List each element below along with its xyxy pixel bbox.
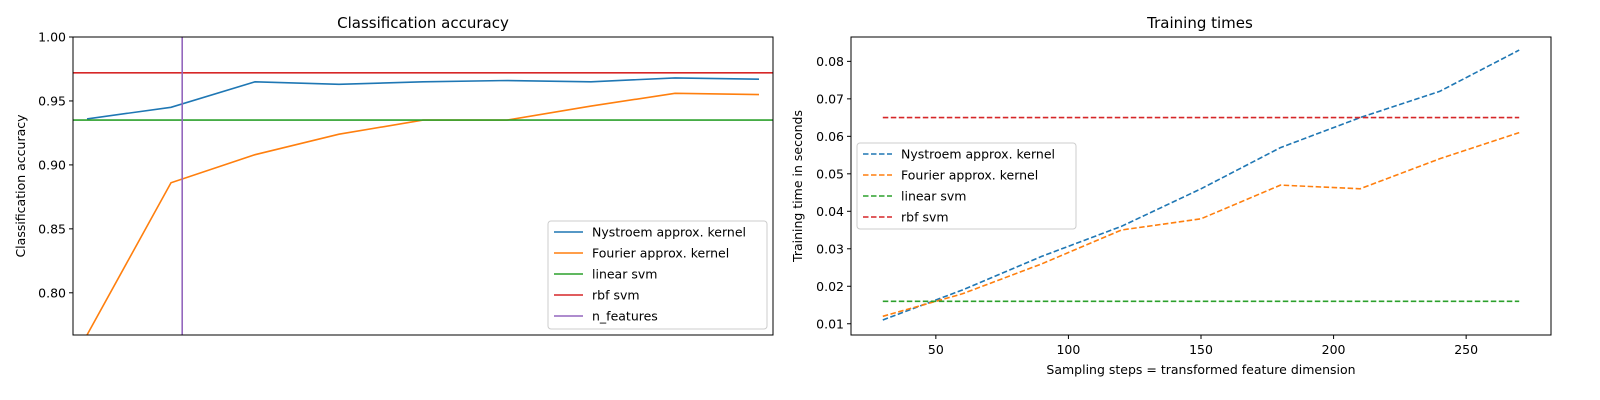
training-times-legend-box (856, 142, 1077, 230)
training-times-y-tick-label: 0.08 (816, 54, 844, 69)
training-times-x-tick-label: 150 (1189, 342, 1213, 357)
accuracy-chart-title: Classification accuracy (337, 14, 509, 32)
accuracy-legend-label: n_features (592, 309, 658, 324)
training-times-y-tick-label: 0.04 (816, 204, 844, 219)
training-times-y-tick-label: 0.03 (816, 241, 844, 256)
accuracy-plot-frame (72, 36, 774, 336)
training-times-y-tick-label: 0.02 (816, 279, 844, 294)
training-times-legend-label: linear svm (901, 189, 966, 204)
accuracy-legend-label: linear svm (592, 267, 657, 282)
accuracy-legend-label: Fourier approx. kernel (592, 246, 729, 261)
training-times-chart: Training times Training time in seconds … (790, 14, 1552, 377)
accuracy-y-tick-label: 0.90 (38, 157, 66, 172)
accuracy-legend-box (547, 220, 768, 330)
training-times-ticks: 0.01 0.02 0.03 0.04 0.05 0.06 0.07 0.08 50 100 150… (816, 54, 1478, 357)
training-times-x-tick-label: 50 (928, 342, 944, 357)
training-times-chart-title: Training times (1146, 14, 1253, 32)
accuracy-y-tick-label: 1.00 (38, 30, 66, 45)
accuracy-y-tick-label: 0.80 (38, 285, 66, 300)
accuracy-legend-label: Nystroem approx. kernel (592, 225, 746, 240)
accuracy-chart: Classification accuracy Classification a… (13, 14, 774, 336)
training-times-plot-lines (882, 49, 1520, 321)
training-times-y-tick-label: 0.06 (816, 129, 844, 144)
training-times-x-tick-label: 250 (1454, 342, 1478, 357)
accuracy-legend-label: rbf svm (592, 288, 640, 303)
training-times-series-nystroem-approx-kernel (882, 49, 1520, 321)
training-times-series-fourier-approx-kernel (882, 131, 1520, 318)
training-times-y-axis-label: Training time in seconds (790, 110, 805, 263)
accuracy-legend: Nystroem approx. kernel Fourier approx. k… (547, 220, 768, 330)
training-times-x-tick-label: 100 (1056, 342, 1080, 357)
accuracy-series-nystroem-approx-kernel (86, 77, 760, 120)
training-times-x-axis-label: Sampling steps = transformed feature dim… (1046, 362, 1355, 377)
training-times-legend-label: Nystroem approx. kernel (901, 147, 1055, 162)
training-times-legend: Nystroem approx. kernel Fourier approx. k… (856, 142, 1077, 230)
training-times-y-tick-label: 0.07 (816, 91, 844, 106)
training-times-x-tick-label: 200 (1322, 342, 1346, 357)
training-times-y-tick-label: 0.05 (816, 166, 844, 181)
accuracy-plot-lines (73, 37, 773, 335)
accuracy-y-axis-label: Classification accuracy (13, 114, 28, 258)
training-times-legend-label: rbf svm (901, 210, 949, 225)
accuracy-y-tick-label: 0.85 (38, 221, 66, 236)
accuracy-ticks: 0.80 0.85 0.90 0.95 1.00 (38, 30, 73, 300)
training-times-legend-label: Fourier approx. kernel (901, 168, 1038, 183)
training-times-y-tick-label: 0.01 (816, 316, 844, 331)
accuracy-y-tick-label: 0.95 (38, 93, 66, 108)
